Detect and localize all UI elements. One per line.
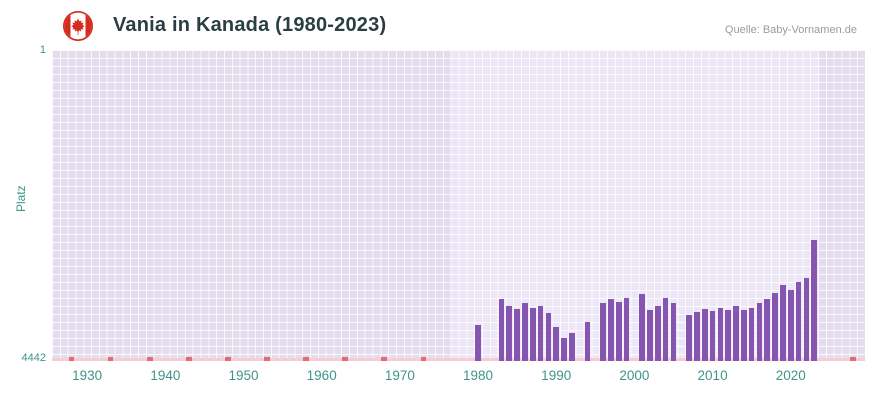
no-rank-marker xyxy=(225,357,231,361)
page-title: Vania in Kanada (1980-2023) xyxy=(113,14,387,36)
rank-bar xyxy=(772,292,778,361)
x-tick-label: 1930 xyxy=(72,368,103,383)
rank-bar xyxy=(756,303,763,361)
x-tick-label: 2010 xyxy=(697,368,728,383)
rank-bar xyxy=(537,305,544,361)
rank-bar xyxy=(522,303,528,361)
rank-bar xyxy=(686,314,692,361)
rank-bar xyxy=(584,322,591,361)
x-tick-label: 1960 xyxy=(306,368,337,383)
plot-area xyxy=(52,50,865,361)
y-axis-tick-top: 1 xyxy=(39,44,46,56)
y-axis-label: Platz xyxy=(14,185,28,212)
rank-bar xyxy=(623,297,630,361)
no-rank-marker xyxy=(420,357,427,361)
no-rank-marker xyxy=(342,357,348,361)
rank-bar xyxy=(811,240,817,361)
no-rank-marker xyxy=(146,357,153,361)
rank-bar xyxy=(553,326,560,361)
rank-bar xyxy=(647,310,653,361)
source-attribution: Quelle: Baby-Vornamen.de xyxy=(724,24,857,36)
rank-bar xyxy=(780,285,786,361)
rank-bar xyxy=(764,299,771,361)
no-rank-marker xyxy=(107,357,114,361)
rank-bar xyxy=(748,307,755,361)
rank-bar xyxy=(498,299,505,361)
rank-bar xyxy=(725,309,731,361)
x-tick-label: 2020 xyxy=(775,368,806,383)
x-tick-label: 1940 xyxy=(150,368,181,383)
no-rank-marker xyxy=(68,357,75,361)
x-tick-label: 1950 xyxy=(228,368,259,383)
x-tick-label: 1970 xyxy=(384,368,415,383)
rank-bar xyxy=(615,302,622,361)
rank-bar xyxy=(655,306,661,361)
grid-lines xyxy=(52,50,865,361)
rank-bar xyxy=(514,309,520,361)
x-axis-baseline xyxy=(52,358,865,361)
no-rank-marker xyxy=(850,357,857,361)
no-rank-marker xyxy=(303,357,309,361)
rank-bar xyxy=(701,309,708,361)
x-tick-label: 1980 xyxy=(463,368,494,383)
rank-bar xyxy=(741,310,747,361)
rank-bar xyxy=(600,303,606,361)
rank-bar xyxy=(608,299,614,361)
rank-bar xyxy=(694,311,700,361)
canada-flag-icon xyxy=(63,11,93,41)
rank-bar xyxy=(670,303,677,361)
rank-bar xyxy=(717,307,724,361)
x-tick-label: 2000 xyxy=(619,368,650,383)
rank-bar xyxy=(733,306,739,361)
rank-bar xyxy=(709,311,716,361)
rank-bar xyxy=(569,332,575,361)
rank-bar xyxy=(662,297,669,361)
rank-bar xyxy=(795,281,802,361)
rank-bar xyxy=(506,305,513,361)
rank-bar xyxy=(475,325,481,361)
rank-bar xyxy=(561,338,567,361)
x-tick-label: 1990 xyxy=(541,368,572,383)
no-rank-marker xyxy=(264,357,270,361)
rank-bar xyxy=(545,313,552,361)
no-rank-marker xyxy=(381,357,388,361)
y-axis-tick-bottom: 4442 xyxy=(21,352,46,364)
rank-bar xyxy=(639,293,646,361)
rank-bar xyxy=(787,290,794,361)
x-axis: 1930 1940 1950 1960 1970 1980 1990 2000 2010 2020 xyxy=(52,366,865,388)
no-rank-marker xyxy=(185,357,192,361)
rank-bar xyxy=(803,277,810,361)
rank-bar xyxy=(529,307,536,361)
